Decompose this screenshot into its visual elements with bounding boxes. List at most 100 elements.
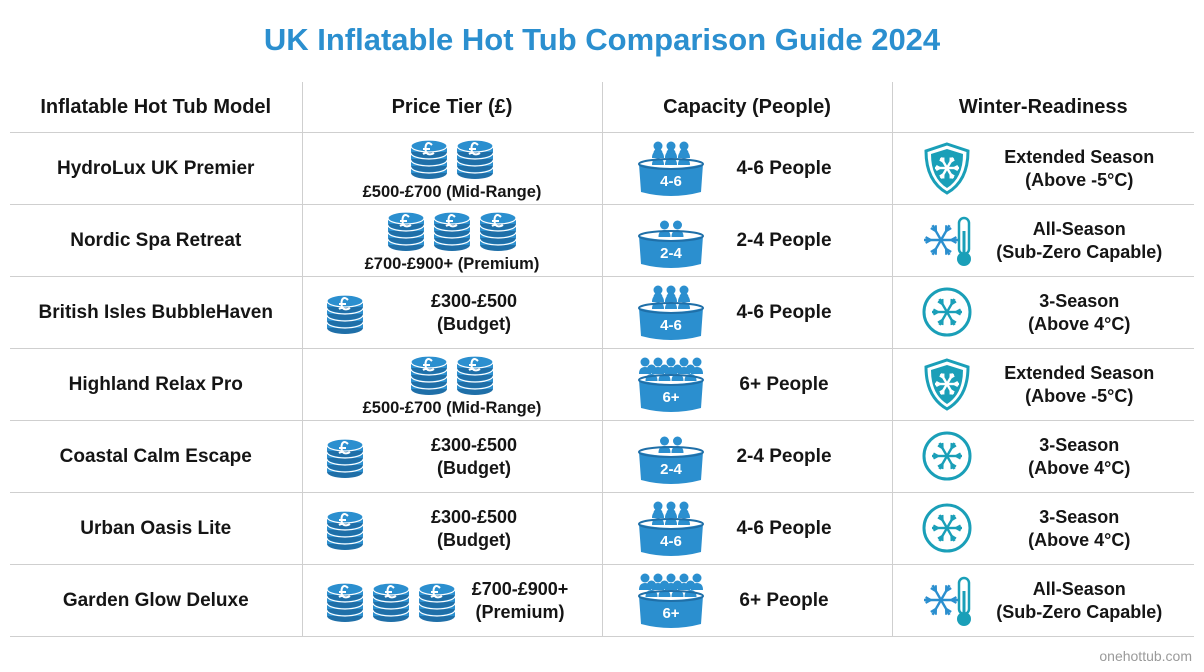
- coin-icon: [325, 437, 364, 478]
- table-row: Coastal Calm Escape £300-£500 (Budget) 2-4 2…: [10, 420, 1195, 493]
- coin-icon: [325, 293, 364, 334]
- capacity-content: 6+ 6+ People: [603, 349, 892, 420]
- capacity-text: 4-6 People: [736, 157, 832, 179]
- price-cell: £500-£700 (Mid-Range): [301, 132, 602, 205]
- comparison-table: Inflatable Hot Tub Model Price Tier (£) Ca…: [10, 82, 1194, 637]
- winter-icon: [923, 357, 970, 411]
- winter-icon: [922, 431, 971, 480]
- coin-stacks: [325, 578, 457, 624]
- winter-cell: 3-Season (Above 4°C): [891, 492, 1195, 565]
- model-name: Nordic Spa Retreat: [10, 204, 302, 277]
- winter-line: (Above 4°C): [1028, 457, 1131, 478]
- coin-icon: [456, 138, 494, 179]
- capacity-badge: 2-4: [660, 461, 682, 478]
- capacity-badge: 4-6: [660, 173, 682, 190]
- price-line: (Budget): [437, 529, 511, 550]
- price-line: £700-£900+: [471, 578, 569, 599]
- coin-icon: [325, 581, 364, 622]
- price-cell: £300-£500 (Budget): [301, 276, 602, 349]
- price-content: £300-£500 (Budget): [303, 421, 602, 492]
- price-content: £500-£700 (Mid-Range): [303, 349, 602, 420]
- price-cell: £300-£500 (Budget): [301, 420, 602, 493]
- table-row: Highland Relax Pro £500-£700 (Mid-Range) 6…: [10, 348, 1195, 421]
- capacity-cell: 6+ 6+ People: [601, 348, 892, 421]
- coin-icon: [479, 210, 517, 251]
- winter-line: (Above 4°C): [1028, 313, 1131, 334]
- coin-icon: [325, 509, 364, 550]
- capacity-text: 2-4 People: [736, 229, 832, 251]
- winter-text: Extended Season (Above -5°C): [975, 362, 1195, 408]
- coin-icon: [456, 354, 494, 395]
- winter-text: 3-Season (Above 4°C): [975, 434, 1195, 480]
- coin-stacks: [409, 135, 495, 181]
- capacity-badge: 6+: [662, 605, 679, 622]
- capacity-badge: 6+: [662, 389, 679, 406]
- winter-content: 3-Season (Above 4°C): [893, 493, 1195, 564]
- coin-icon: [417, 581, 456, 622]
- tub-icon: 6+: [637, 573, 704, 628]
- winter-content: 3-Season (Above 4°C): [893, 421, 1195, 492]
- winter-cell: Extended Season (Above -5°C): [891, 132, 1194, 205]
- winter-cell: 3-Season (Above 4°C): [891, 276, 1194, 349]
- coin-stacks: [325, 434, 365, 480]
- table-row: HydroLux UK Premier £500-£700 (Mid-Range)…: [10, 132, 1194, 205]
- coin-icon: [410, 138, 448, 179]
- capacity-text: 6+ People: [739, 373, 829, 395]
- winter-line: (Above 4°C): [1028, 529, 1131, 550]
- tub-icon: 2-4: [637, 436, 704, 484]
- coin-icon: [371, 581, 410, 622]
- price-text: £500-£700 (Mid-Range): [363, 397, 542, 419]
- price-line: £300-£500: [430, 506, 518, 527]
- price-text: £300-£500 (Budget): [365, 290, 602, 336]
- column-header: Price Tier (£): [301, 82, 602, 133]
- winter-line: (Sub-Zero Capable): [996, 601, 1163, 622]
- price-line: £300-£500: [430, 290, 518, 311]
- coin-stacks: [409, 351, 495, 397]
- table-row: Nordic Spa Retreat £700-£900+ (Premium) 2-…: [10, 204, 1195, 277]
- winter-cell: Extended Season (Above -5°C): [891, 348, 1195, 421]
- footer: onehottub.com: [1099, 648, 1192, 664]
- column-header: Capacity (People): [601, 82, 892, 133]
- winter-content: Extended Season (Above -5°C): [893, 349, 1195, 420]
- capacity-content: 2-4 2-4 People: [603, 205, 892, 276]
- capacity-badge: 2-4: [660, 245, 682, 262]
- price-content: £300-£500 (Budget): [303, 277, 602, 348]
- winter-line: All-Season: [1032, 218, 1126, 239]
- winter-text: All-Season (Sub-Zero Capable): [975, 578, 1195, 624]
- winter-line: Extended Season: [1004, 146, 1155, 167]
- tub-icon: 4-6: [637, 141, 704, 196]
- coin-icon: [433, 210, 471, 251]
- coin-stacks: [325, 506, 365, 552]
- header-row: Inflatable Hot Tub Model Price Tier (£) Ca…: [10, 82, 1194, 133]
- winter-line: (Above -5°C): [1025, 385, 1134, 406]
- price-content: £700-£900+ (Premium): [303, 205, 602, 276]
- capacity-content: 4-6 4-6 People: [603, 133, 892, 204]
- tub-icon: 6+: [637, 357, 704, 412]
- price-text: £300-£500 (Budget): [365, 506, 602, 552]
- capacity-text: 4-6 People: [736, 301, 832, 323]
- table-body: HydroLux UK Premier £500-£700 (Mid-Range)…: [10, 132, 1195, 637]
- model-name: HydroLux UK Premier: [10, 132, 302, 205]
- winter-content: All-Season (Sub-Zero Capable): [893, 565, 1195, 636]
- price-cell: £300-£500 (Budget): [301, 492, 602, 565]
- capacity-cell: 2-4 2-4 People: [601, 204, 892, 277]
- winter-icon: [923, 216, 971, 266]
- model-name: British Isles BubbleHaven: [10, 276, 302, 349]
- model-name: Coastal Calm Escape: [10, 420, 302, 493]
- winter-line: 3-Season: [1039, 506, 1120, 527]
- winter-line: Extended Season: [1004, 362, 1155, 383]
- tub-icon: 4-6: [637, 285, 704, 340]
- column-header: Inflatable Hot Tub Model: [10, 82, 302, 133]
- price-text: £700-£900+ (Premium): [365, 253, 540, 275]
- price-line: (Budget): [437, 457, 511, 478]
- table-row: Urban Oasis Lite £300-£500 (Budget) 4-6 4-6 …: [10, 492, 1195, 565]
- winter-line: 3-Season: [1039, 290, 1120, 311]
- price-content: £300-£500 (Budget): [303, 493, 602, 564]
- winter-line: 3-Season: [1039, 434, 1120, 455]
- capacity-cell: 4-6 4-6 People: [601, 492, 892, 565]
- winter-text: All-Season (Sub-Zero Capable): [975, 218, 1195, 264]
- winter-text: 3-Season (Above 4°C): [975, 506, 1195, 552]
- page-title: UK Inflatable Hot Tub Comparison Guide 2…: [263, 22, 941, 57]
- price-content: £700-£900+ (Premium): [303, 565, 602, 636]
- winter-icon: [923, 576, 971, 626]
